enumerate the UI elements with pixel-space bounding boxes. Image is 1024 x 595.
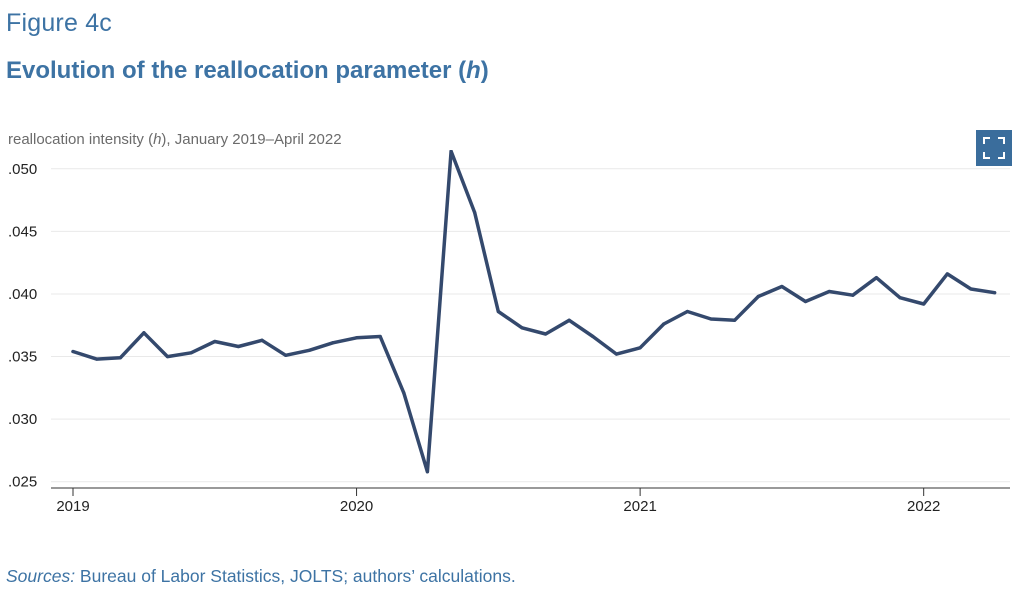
data-point [71,349,75,354]
x-axis [51,487,1010,496]
data-point [780,284,784,289]
data-point [165,354,170,359]
data-point [898,296,902,300]
data-point [709,317,713,321]
x-tick-label: 2020 [340,498,373,515]
data-point [402,391,406,395]
expand-button[interactable] [976,130,1012,166]
data-point [118,356,122,360]
data-point [354,336,359,340]
data-point [638,346,642,350]
y-tick-label: .045 [8,223,37,240]
y-tick-label: .025 [8,474,37,491]
data-point [520,326,524,330]
source-note: Sources: Bureau of Labor Statistics, JOL… [6,566,516,587]
y-tick-label: .030 [8,411,37,428]
expand-icon [983,137,1005,159]
data-point [449,150,453,153]
data-point [945,272,949,276]
data-point [851,293,855,297]
data-point [236,344,241,349]
y-tick-label: .050 [8,161,37,178]
data-point [260,338,264,342]
data-point [992,291,997,295]
data-point [591,334,595,339]
x-tick-label: 2019 [56,498,89,515]
x-tick-label: 2021 [623,498,656,515]
subtitle-suffix: ), January 2019–April 2022 [161,131,342,148]
subtitle-variable: h [153,131,162,148]
y-tick-label: .035 [8,349,37,366]
grid-lines [51,168,1010,483]
subtitle-prefix: reallocation intensity ( [8,131,154,148]
x-axis-labels: 2019 2020 2021 2022 [56,498,940,515]
data-point [473,210,477,215]
data-point [756,294,760,299]
data-point [95,357,99,361]
line-chart: .025 .030 .035 .040 .045 .050 2019 2020 2021 202… [8,150,1010,515]
data-point [284,353,288,357]
chart-subtitle: reallocation intensity (h), January 2019… [8,131,342,148]
data-point [307,348,311,352]
title-prefix: Evolution of the reallocation parameter … [6,57,467,84]
data-point [614,352,619,356]
data-point [969,287,973,291]
data-point [922,302,926,306]
data-point [189,351,193,355]
data-point [685,309,689,314]
series-line [71,150,997,474]
sources-label: Sources: [6,566,76,586]
data-point [331,341,335,345]
data-point [378,334,382,339]
data-point [662,322,666,326]
data-point [213,339,217,344]
data-point [496,309,500,314]
sources-text: Bureau of Labor Statistics, JOLTS; autho… [75,566,516,586]
data-point [544,332,548,336]
data-point [425,470,430,474]
series-layer [71,150,997,474]
data-point [827,289,831,294]
figure-label: Figure 4c [6,9,113,37]
title-variable: h [466,57,481,84]
data-point [803,299,808,304]
data-point [874,276,879,280]
x-tick-label: 2022 [907,498,940,515]
chart-title: Evolution of the reallocation parameter … [6,57,489,85]
y-axis-labels: .025 .030 .035 .040 .045 .050 [8,161,37,491]
data-point [733,318,737,322]
data-point [142,331,146,335]
title-suffix: ) [480,57,489,84]
y-tick-label: .040 [8,286,37,303]
data-point [567,318,571,322]
